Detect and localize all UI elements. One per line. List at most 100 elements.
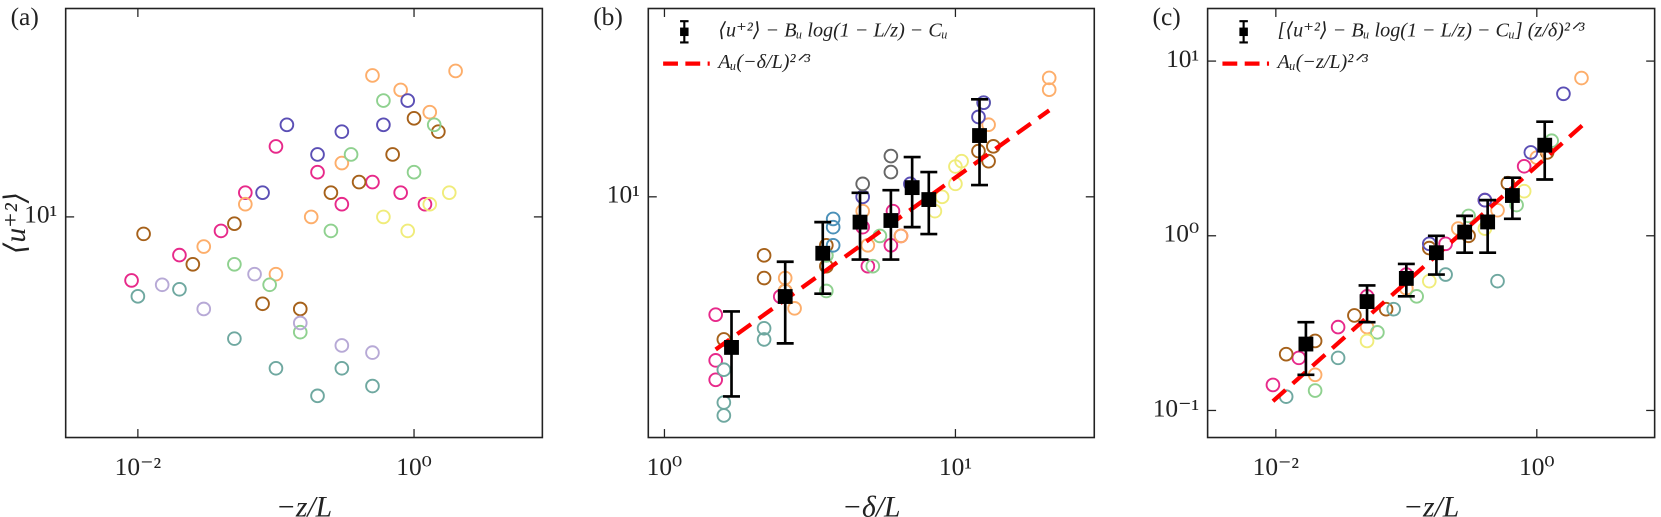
point <box>213 223 229 239</box>
point <box>716 408 732 423</box>
point <box>883 148 899 164</box>
legend-label: [⟨u⁺²⟩ − Bᵤ log(1 − L/z) − Cᵤ] (z/δ)²ᐟ³ <box>1278 19 1586 41</box>
point <box>393 82 408 98</box>
point <box>1516 158 1532 174</box>
point <box>351 174 367 190</box>
point <box>385 147 400 162</box>
scatter-layer <box>708 70 1057 423</box>
mean-marker <box>972 128 987 143</box>
point <box>1041 70 1057 86</box>
y-tick-label: 10¹ <box>24 201 57 229</box>
point <box>154 277 170 293</box>
point <box>1265 377 1281 393</box>
point <box>227 216 242 232</box>
point <box>227 256 242 272</box>
panel: (b) 10⁰ 10¹ 10¹ −δ/L ⟨u⁺²⟩ − Bᵤ log(1 − L/z) … <box>593 3 1096 517</box>
mean-marker <box>1398 271 1414 286</box>
point <box>976 95 991 110</box>
scatter-layer <box>124 63 463 404</box>
point <box>708 353 724 368</box>
point <box>185 256 201 272</box>
mean-marker <box>777 289 793 304</box>
point <box>238 185 253 200</box>
x-tick-label: 10⁰ <box>1519 453 1555 481</box>
point <box>1278 346 1294 362</box>
point <box>262 277 277 293</box>
point <box>343 147 359 162</box>
point <box>1490 202 1505 218</box>
axes-box <box>1206 7 1656 439</box>
mean-marker <box>1480 214 1496 230</box>
point <box>292 324 308 340</box>
axes-box <box>64 7 544 439</box>
axes-box <box>647 7 1096 439</box>
point <box>1330 350 1346 366</box>
point <box>855 176 870 192</box>
point <box>756 332 772 347</box>
fit-layer <box>714 108 1051 352</box>
x-tick-label: 10⁻² <box>115 453 162 481</box>
point <box>334 155 350 171</box>
point <box>255 185 270 200</box>
point <box>1556 86 1571 102</box>
point <box>268 266 284 282</box>
point <box>172 281 187 297</box>
point <box>376 117 391 133</box>
point <box>376 209 391 225</box>
fit-line <box>1271 120 1588 403</box>
legend-label: Aᵤ(−δ/L)²ᐟ³ <box>716 51 811 73</box>
point <box>825 219 841 235</box>
y-tick-label: 10⁰ <box>1164 220 1200 248</box>
point <box>1574 70 1589 86</box>
point <box>406 111 422 126</box>
point <box>417 196 433 212</box>
point <box>406 164 422 180</box>
x-tick-label: 10⁻² <box>1253 453 1300 481</box>
plot-area <box>124 63 463 404</box>
mean-marker <box>1298 336 1314 352</box>
point <box>716 395 732 410</box>
point <box>883 164 899 180</box>
point <box>310 164 325 180</box>
legend-icon <box>1239 27 1248 37</box>
legend-label: ⟨u⁺²⟩ − Bᵤ log(1 − L/z) − Cᵤ <box>718 19 948 41</box>
point <box>400 93 416 108</box>
point <box>124 273 139 288</box>
point <box>422 104 438 120</box>
point <box>334 338 350 353</box>
point <box>426 117 442 133</box>
mean-marker <box>921 192 937 207</box>
mean-marker <box>1359 294 1375 310</box>
point <box>172 247 187 263</box>
point <box>292 315 308 331</box>
mean-marker <box>883 213 899 228</box>
point <box>893 228 909 244</box>
point <box>756 270 772 286</box>
panel-label: (a) <box>11 3 39 31</box>
point <box>376 93 391 108</box>
mean-marker <box>1537 137 1553 153</box>
point <box>268 139 284 154</box>
point <box>708 307 724 322</box>
legend-icon <box>680 27 689 37</box>
point <box>1359 333 1375 349</box>
point <box>310 388 325 404</box>
point <box>196 239 212 254</box>
point <box>1291 350 1307 366</box>
point <box>227 331 242 346</box>
point <box>255 296 270 312</box>
fit-layer <box>1271 120 1588 403</box>
mean-marker <box>1457 224 1473 240</box>
mean-marker <box>1428 245 1444 261</box>
panel-label: (b) <box>593 3 623 31</box>
point <box>292 301 308 317</box>
point <box>1421 273 1437 289</box>
point <box>756 248 772 263</box>
point <box>708 372 724 388</box>
y-axis-label: ⟨u⁺²⟩ <box>0 192 32 255</box>
y-tick-label: 10⁻¹ <box>1153 394 1199 422</box>
point <box>310 147 325 162</box>
point <box>268 360 284 376</box>
point <box>365 174 380 190</box>
point <box>787 301 802 316</box>
